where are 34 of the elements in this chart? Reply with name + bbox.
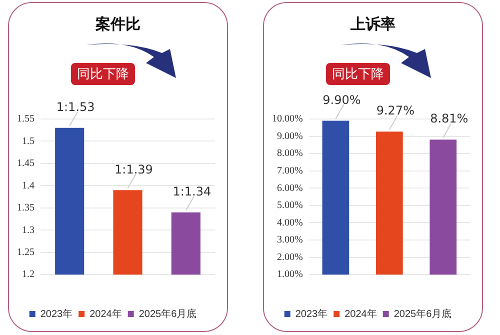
legend-label: 2024年 xyxy=(90,308,122,320)
legend-label: 2023年 xyxy=(40,308,73,320)
y-tick-label: 1.5 xyxy=(22,136,34,147)
y-tick-label: 6.00% xyxy=(276,182,303,194)
chart-title: 上诉率 xyxy=(350,15,396,34)
y-tick-label: 10.00% xyxy=(272,114,303,125)
y-tick-label: 5.00% xyxy=(276,200,303,212)
legend-label: 2024年 xyxy=(344,308,377,320)
y-tick-label: 9.00% xyxy=(276,130,303,142)
text: 同比下降 xyxy=(326,63,390,85)
y-tick-label: 2.00% xyxy=(276,252,303,263)
legend-label: 2025年6月底 xyxy=(394,308,452,320)
y-tick-label: 8.00% xyxy=(276,148,303,160)
y-tick-label: 1.00% xyxy=(276,269,303,280)
data-label: 9.90% xyxy=(322,92,361,107)
y-tick-label: 1.45 xyxy=(17,158,34,170)
y-tick-label: 1.35 xyxy=(17,202,34,214)
data-label: 8.81% xyxy=(430,112,468,126)
data-label: 1:1.34 xyxy=(172,184,212,198)
y-tick-label: 1.4 xyxy=(22,180,34,192)
y-tick-label: 4.00% xyxy=(276,217,303,228)
legend-label: 2025年6月底 xyxy=(138,308,197,320)
legend-label: 2023年 xyxy=(295,308,328,320)
data-label: 9.27% xyxy=(376,104,414,118)
y-tick-label: 1.25 xyxy=(17,246,34,258)
chart-title: 案件比 xyxy=(94,15,142,34)
data-label: 1:1.39 xyxy=(114,162,153,176)
data-label: 1:1.53 xyxy=(56,100,95,114)
y-tick-label: 1.2 xyxy=(22,269,34,280)
y-tick-label: 1.3 xyxy=(22,224,34,236)
y-tick-label: 7.00% xyxy=(276,165,303,176)
y-tick-label: 1.55 xyxy=(17,114,34,125)
text: 同比下降 xyxy=(71,63,135,85)
y-tick-label: 3.00% xyxy=(276,234,303,246)
